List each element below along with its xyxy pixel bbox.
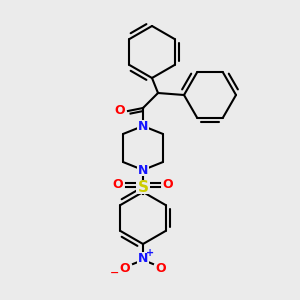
- Text: −: −: [110, 268, 120, 278]
- Text: O: O: [156, 262, 166, 275]
- FancyBboxPatch shape: [112, 179, 124, 191]
- FancyBboxPatch shape: [155, 262, 167, 274]
- FancyBboxPatch shape: [162, 179, 174, 191]
- Text: S: S: [137, 179, 148, 194]
- FancyBboxPatch shape: [114, 105, 126, 117]
- FancyBboxPatch shape: [137, 164, 149, 176]
- FancyBboxPatch shape: [136, 180, 150, 194]
- Text: O: O: [115, 104, 125, 118]
- Text: +: +: [146, 248, 154, 258]
- Text: N: N: [138, 251, 148, 265]
- Text: O: O: [163, 178, 173, 191]
- Text: O: O: [113, 178, 123, 191]
- FancyBboxPatch shape: [137, 120, 149, 132]
- Text: O: O: [120, 262, 130, 275]
- Text: N: N: [138, 119, 148, 133]
- FancyBboxPatch shape: [137, 252, 149, 264]
- FancyBboxPatch shape: [119, 262, 131, 274]
- Text: N: N: [138, 164, 148, 176]
